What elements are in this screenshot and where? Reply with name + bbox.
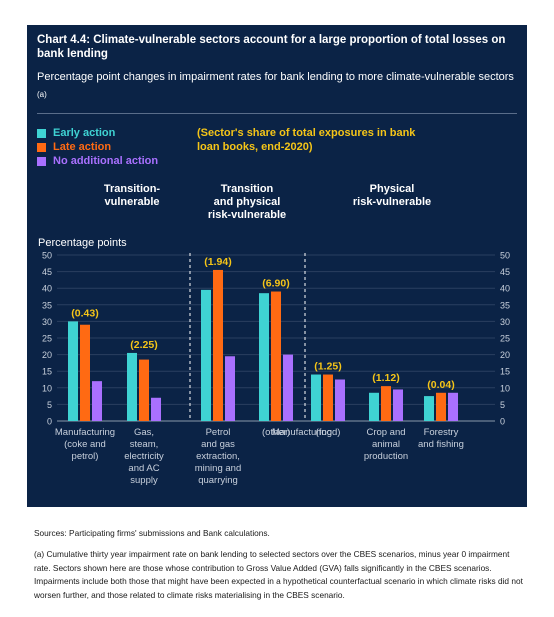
y-tick-right-25: 25 [500,334,510,344]
category-label-1-line-3: petrol) [72,451,99,462]
y-tick-right-15: 15 [500,367,510,377]
y-tick-right-40: 40 [500,284,510,294]
share-label-3: (1.94) [204,256,231,268]
bar-late-6 [381,386,391,421]
bar-late-5 [323,374,333,421]
legend-label-late: Late action [53,141,112,153]
legend-swatch-early [37,128,46,138]
bar-early-6 [369,392,379,421]
category-label-2-line-3: electricity [124,451,164,462]
bar-early-5 [311,374,321,421]
legend-label-early: Early action [53,127,116,139]
bar-late-1 [80,324,90,421]
y-tick-right-0: 0 [500,417,505,427]
category-label-6-line-3: production [364,451,408,462]
category-label-3-line-5: quarrying [198,475,238,486]
category-label-2-line-2: steam, [130,439,159,450]
category-label-7-line-1: Forestry [424,427,459,438]
bar-early-2 [127,352,137,421]
category-label-3-line-2: and gas [201,439,235,450]
bar-late-2 [139,359,149,421]
share-label-1: (0.43) [71,307,98,319]
group-label-physical: Physical risk-vulnerable [352,183,432,208]
chart-subtitle: Percentage point changes in impairment r… [37,68,517,108]
bar-early-1 [68,321,78,421]
group-label-transition: Transition- vulnerable [103,183,161,208]
y-tick-left-15: 15 [42,367,52,377]
category-label-1-line-2: (coke and [64,439,106,450]
share-label-5: (1.25) [314,361,341,373]
bar-early-3 [201,289,211,421]
bar-early-7 [424,396,434,421]
legend-item-early: Early action [37,126,158,140]
y-tick-left-10: 10 [42,383,52,393]
legend-swatch-none [37,156,46,166]
category-label-3-line-3: extraction, [196,451,240,462]
y-tick-right-5: 5 [500,400,505,410]
chart-title: Chart 4.4: Climate-vulnerable sectors ac… [37,34,506,60]
y-tick-right-10: 10 [500,383,510,393]
category-label-2-line-1: Gas, [134,427,154,438]
share-label-4: (6.90) [262,278,289,290]
footnote: (a) Cumulative thirty year impairment ra… [34,549,523,600]
bar-none-1 [92,381,102,421]
y-tick-left-40: 40 [42,284,52,294]
category-label-2-line-4: and AC [128,463,159,474]
share-label-6: (1.12) [372,372,399,384]
subtitle-text: Percentage point changes in impairment r… [37,71,514,83]
y-tick-left-25: 25 [42,334,52,344]
bar-early-4 [259,293,269,421]
legend-swatch-late [37,142,46,152]
legend-label-none: No additional action [53,155,159,167]
bar-late-4 [271,291,281,421]
bar-none-4 [283,354,293,421]
category-label-1-line-1: Manufacturing [55,427,115,438]
group-label-transition-physical: Transition and physical risk-vulnerable [207,183,287,221]
bar-late-7 [436,392,446,421]
bar-none-5 [335,379,345,421]
legend-item-late: Late action [37,140,158,154]
category-label-3-line-1: Petrol [206,427,231,438]
category-label-4-line-1: (other) [262,427,290,438]
y-tick-right-20: 20 [500,350,510,360]
legend: Early action Late action No additional a… [37,126,158,168]
category-label-6-line-1: Crop and [366,427,405,438]
y-tick-right-50: 50 [500,251,510,261]
bar-late-3 [213,269,223,421]
title-divider [37,113,517,114]
category-label-6-line-2: animal [372,439,400,450]
sources: Sources: Participating firms' submission… [34,528,270,538]
y-tick-right-45: 45 [500,267,510,277]
bar-none-2 [151,397,161,421]
y-tick-right-30: 30 [500,317,510,327]
bar-none-3 [225,356,235,421]
legend-item-none: No additional action [37,154,158,168]
category-label-3-line-4: mining and [195,463,241,474]
y-tick-right-35: 35 [500,300,510,310]
y-tick-left-30: 30 [42,317,52,327]
bar-none-6 [393,389,403,421]
y-tick-left-50: 50 [42,251,52,261]
chart-panel: Chart 4.4: Climate-vulnerable sectors ac… [27,25,527,507]
y-tick-left-45: 45 [42,267,52,277]
y-tick-left-20: 20 [42,350,52,360]
y-tick-left-5: 5 [47,400,52,410]
bar-none-7 [448,392,458,421]
bar-chart: Percentage points 0 0 5 5 10 10 15 15 20 20 25 25 30 3… [38,237,510,486]
subtitle-footnote-marker: (a) [37,90,47,99]
share-note: (Sector's share of total exposures in ba… [197,127,416,153]
category-label-5-line-1: (food) [316,427,341,438]
share-label-7: (0.04) [427,379,454,391]
share-label-2: (2.25) [130,339,157,351]
category-label-7-line-2: and fishing [418,439,464,450]
y-tick-left-0: 0 [47,417,52,427]
category-shared-label: Manufacturing [272,427,332,438]
category-label-2-line-5: supply [130,475,158,486]
y-axis-title: Percentage points [38,237,127,249]
y-tick-left-35: 35 [42,300,52,310]
